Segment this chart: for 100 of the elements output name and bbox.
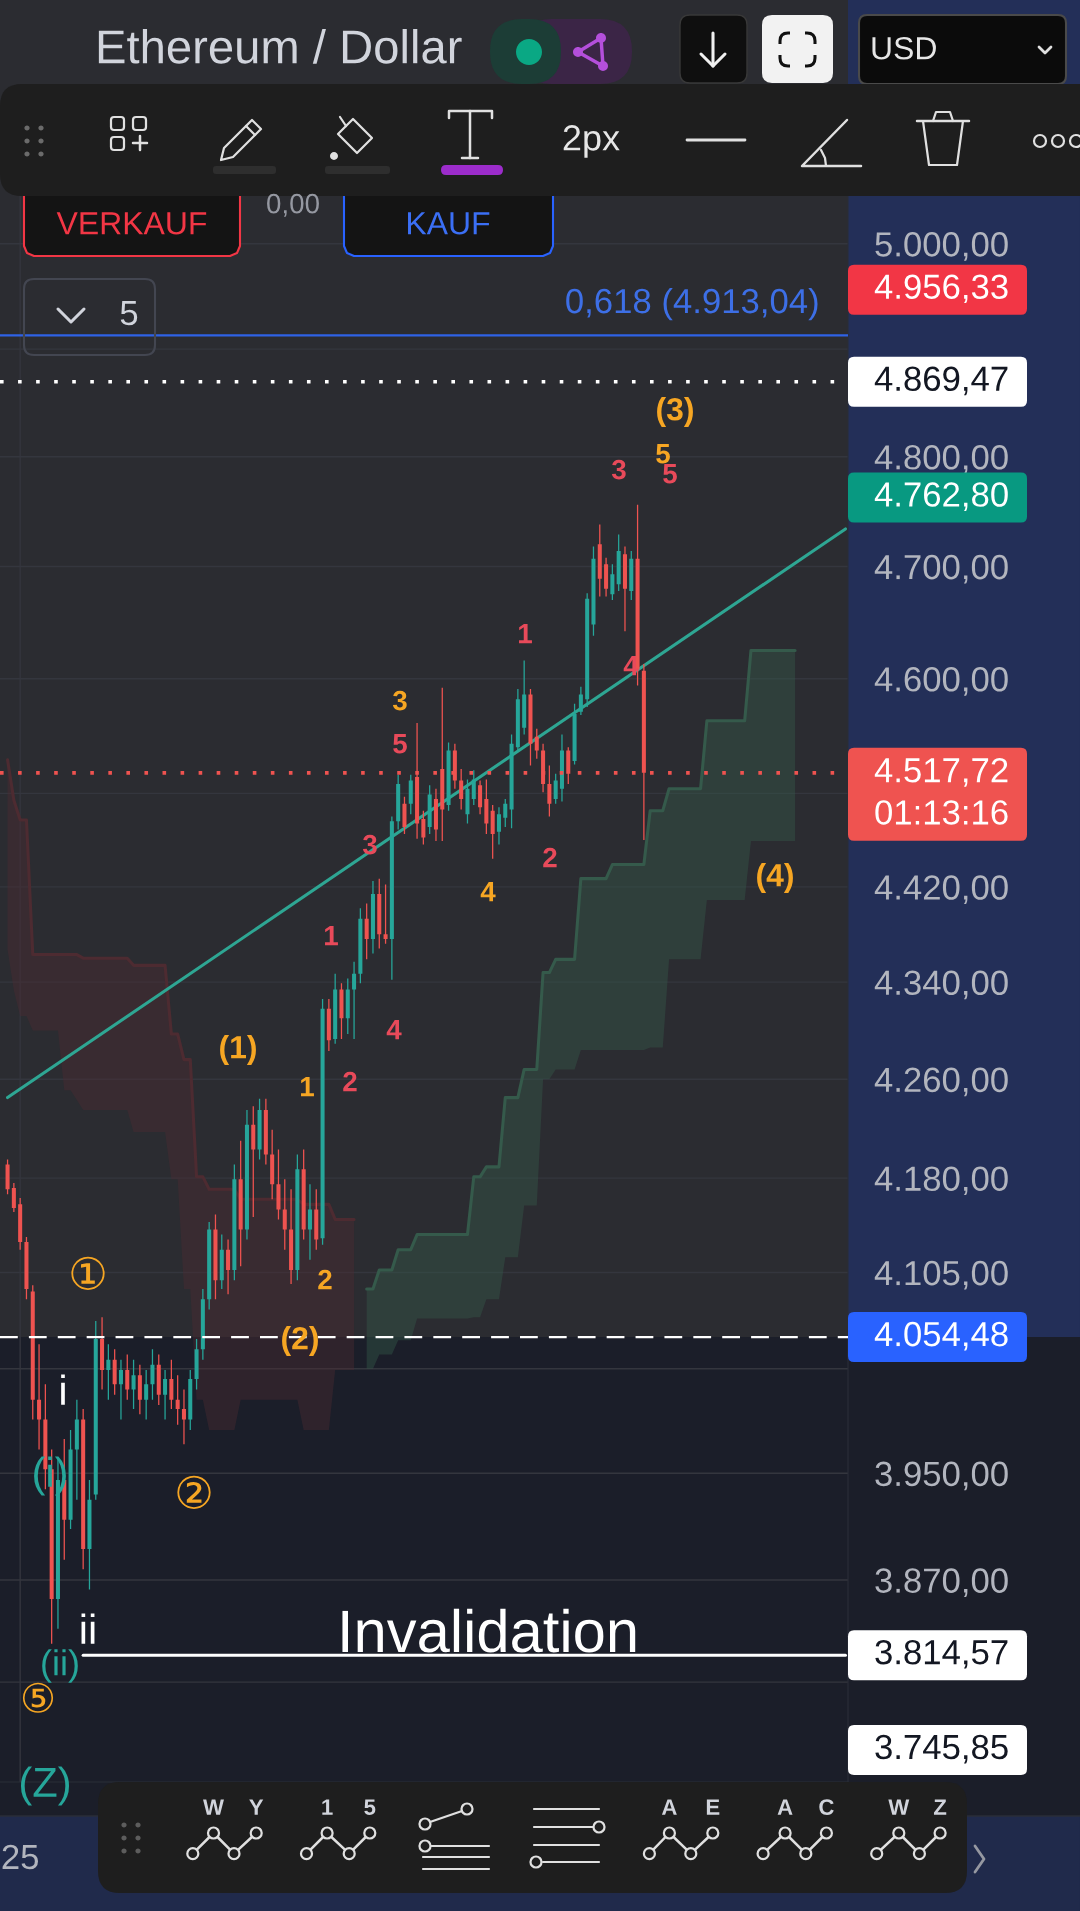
candlestick [478,780,483,815]
candlestick [169,1359,174,1409]
candlestick [100,1317,105,1390]
candlestick [226,1239,231,1295]
candlestick [503,799,508,828]
candlestick [408,774,413,815]
text: W [203,1799,224,1815]
annotation: ii [81,1613,95,1644]
annotation: 4 [386,1020,402,1040]
annotation: 1 [301,1077,314,1097]
text: 3.745,85 [875,1734,1008,1764]
candlestick [604,557,609,597]
candlestick [528,688,533,766]
candlestick [125,1354,130,1400]
candlestick [389,816,394,980]
annotation: 1 [325,926,338,946]
candlestick [181,1389,186,1445]
candlestick [622,546,627,632]
annotation: ② [177,1475,211,1509]
candlestick [629,550,634,600]
candlestick [496,807,501,845]
y-tick-label: 4.105,00 [874,1260,1008,1290]
annotation: 2 [343,1071,357,1092]
candlestick [18,1198,23,1250]
y-tick-label: 4.420,00 [874,875,1008,904]
candlestick [345,978,350,1035]
text: 4.762,80 [874,482,1008,511]
candlestick [509,734,514,829]
candlestick [515,688,520,752]
annotation: 5 [393,734,407,754]
candlestick [427,785,432,835]
text: Y [249,1799,264,1815]
annotation: VERKAUF [56,212,207,235]
annotation: i [61,1374,65,1405]
candlestick [30,1285,35,1420]
annotation: 0,00 [267,193,319,217]
candlestick [207,1221,212,1310]
annotation: 3 [362,834,377,855]
candlestick [459,769,464,810]
text: W [888,1799,910,1815]
annotation: ⑤ [22,1682,54,1713]
y-tick-label: 3.870,00 [875,1568,1008,1598]
candlestick [585,593,590,708]
candlestick [37,1344,42,1450]
annotation: 1 [519,624,532,644]
chart-title: Ethereum / Dollar [98,28,462,64]
text: 4.956,33 [874,274,1008,304]
candlestick [433,788,438,842]
candlestick [11,1183,16,1212]
candlestick [314,1189,319,1250]
y-tick-label: 4.600,00 [874,667,1008,696]
candlestick [307,1184,312,1260]
y-tick-label: 3.950,00 [875,1461,1008,1491]
candlestick [402,796,407,835]
text: 3.814,57 [875,1639,1008,1669]
candlestick [289,1189,294,1284]
annotation: 3 [611,459,626,480]
text: 5 [364,1799,376,1815]
candlestick [370,880,375,954]
candlestick [156,1354,161,1406]
band-label: 4.054,48 [874,1321,1008,1351]
candlestick [578,686,583,716]
candlestick [163,1370,168,1420]
candlestick [295,1154,300,1281]
candlestick [553,773,558,804]
candlestick [219,1234,224,1290]
y-tick-label: 4.180,00 [874,1166,1008,1196]
x-tick-label: 25 [2,1844,39,1870]
candlestick [200,1289,205,1360]
annotation: 2 [318,1269,332,1290]
annotation: 3 [392,690,407,711]
annotation: 5 [120,301,138,326]
candlestick [377,878,382,949]
y-tick-label: 5.000,00 [875,232,1008,261]
candlestick [534,728,539,759]
candlestick [339,983,344,1039]
candlestick [5,1159,10,1195]
candlestick [213,1214,218,1300]
candlestick [566,747,571,785]
candlestick [616,534,621,591]
annotation: 5 [663,464,677,484]
candlestick [364,903,369,960]
ref-line-label: 4.517,72 01:13:16 [874,757,1008,825]
candlestick [326,999,331,1052]
candlestick [641,663,646,840]
candlestick [421,810,426,845]
candlestick [396,774,401,830]
y-tick-label: 4.340,00 [874,970,1008,1000]
ref-line-label: 4.869,47 [874,366,1008,396]
annotation: 4 [480,882,496,902]
candlestick [238,1140,243,1267]
annotation: 2 [543,847,557,868]
annotation: Invalidation [342,1608,636,1653]
annotation: 5 [656,444,670,464]
candlestick [93,1321,98,1500]
candlestick [263,1098,268,1165]
candlestick [440,687,445,842]
candlestick [194,1339,199,1390]
candlestick [68,1429,73,1530]
candlestick [282,1179,287,1250]
